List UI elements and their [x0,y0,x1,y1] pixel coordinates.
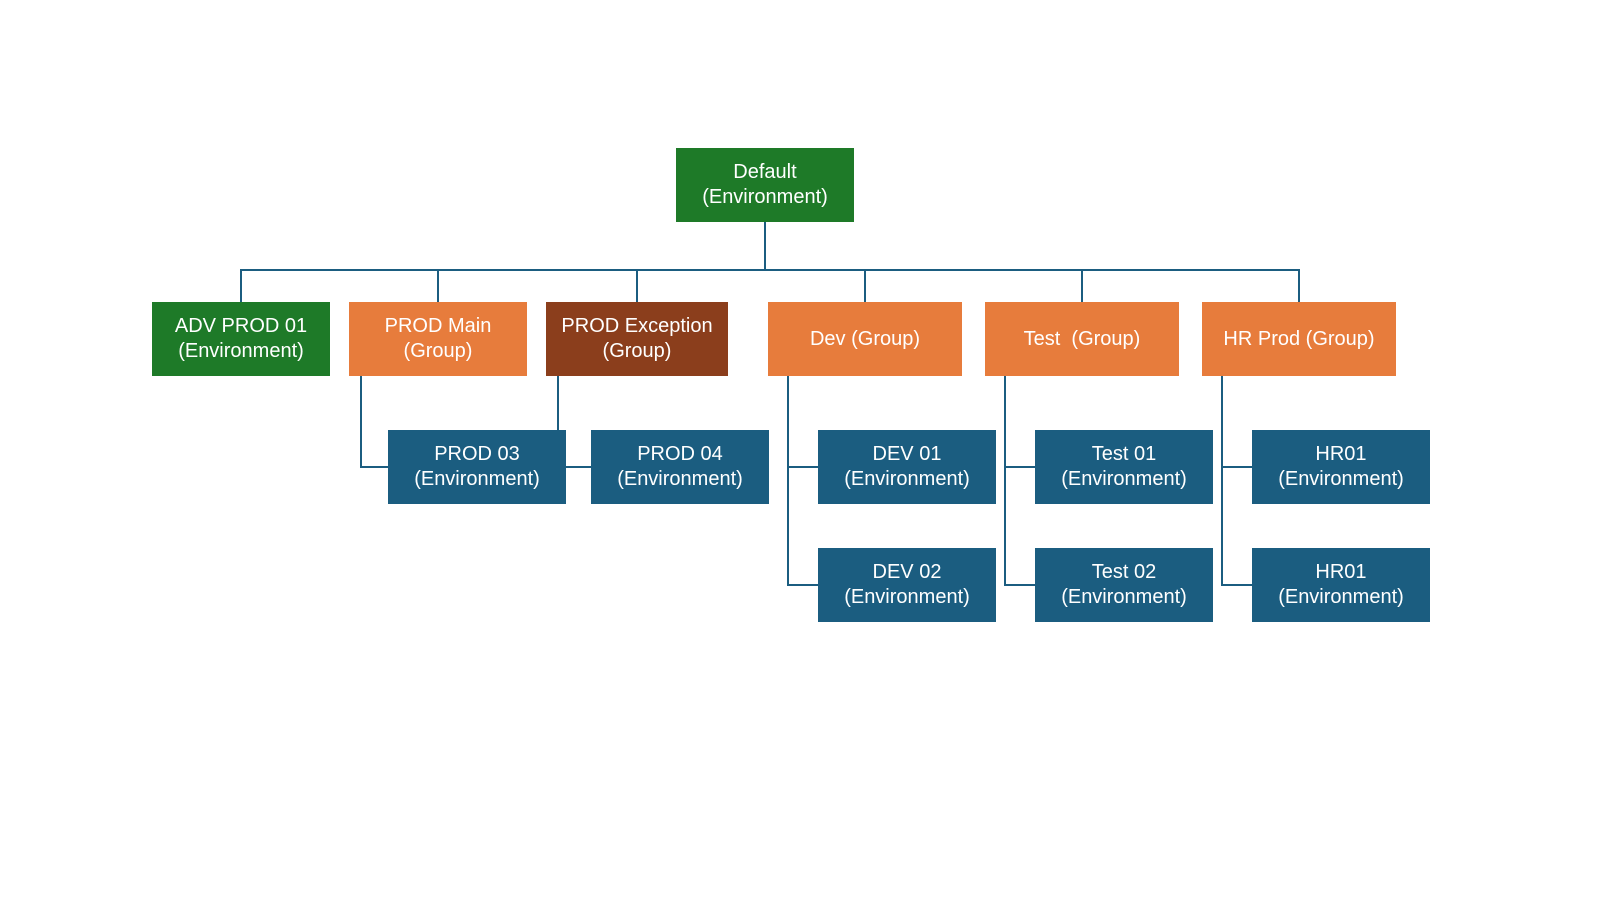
tree-node-sublabel: (Environment) [617,468,743,490]
tree-node-sublabel: (Group) [404,340,473,362]
tree-node-label: HR01 [1315,443,1366,465]
tree-node-prod04: PROD 04 (Environment) [591,430,769,504]
tree-node-label: Test 02 [1092,561,1156,583]
tree-node-label: HR01 [1315,561,1366,583]
tree-node-label: DEV 01 [873,443,942,465]
tree-node-sublabel: (Environment) [702,186,828,208]
tree-node-label: ADV PROD 01 [175,315,307,337]
tree-node-sublabel: (Environment) [844,468,970,490]
tree-node-label: DEV 02 [873,561,942,583]
tree-node-label: Test (Group) [1024,327,1141,352]
tree-node-label: Default [733,161,796,183]
tree-node-sublabel: (Environment) [1061,586,1187,608]
tree-node-prod03: PROD 03 (Environment) [388,430,566,504]
tree-node-label: PROD Exception [561,315,712,337]
tree-node-label: Dev (Group) [810,327,920,352]
tree-node-sublabel: (Group) [603,340,672,362]
tree-node-label: PROD 04 [637,443,723,465]
tree-node-hr01b: HR01 (Environment) [1252,548,1430,622]
tree-node-prodmain: PROD Main (Group) [349,302,527,376]
tree-node-label: Test 01 [1092,443,1156,465]
tree-node-root: Default (Environment) [676,148,854,222]
tree-node-sublabel: (Environment) [1278,586,1404,608]
tree-node-dev: Dev (Group) [768,302,962,376]
tree-node-hr: HR Prod (Group) [1202,302,1396,376]
tree-node-prodexc: PROD Exception (Group) [546,302,728,376]
tree-node-label: HR Prod (Group) [1223,327,1374,352]
tree-node-hr01a: HR01 (Environment) [1252,430,1430,504]
tree-node-sublabel: (Environment) [414,468,540,490]
tree-node-dev02: DEV 02 (Environment) [818,548,996,622]
tree-node-test: Test (Group) [985,302,1179,376]
tree-node-adv: ADV PROD 01 (Environment) [152,302,330,376]
tree-node-sublabel: (Environment) [1061,468,1187,490]
tree-node-dev01: DEV 01 (Environment) [818,430,996,504]
tree-node-test02: Test 02 (Environment) [1035,548,1213,622]
tree-node-sublabel: (Environment) [844,586,970,608]
tree-node-sublabel: (Environment) [1278,468,1404,490]
tree-node-test01: Test 01 (Environment) [1035,430,1213,504]
tree-node-label: PROD 03 [434,443,520,465]
tree-node-label: PROD Main [385,315,492,337]
tree-node-sublabel: (Environment) [178,340,304,362]
